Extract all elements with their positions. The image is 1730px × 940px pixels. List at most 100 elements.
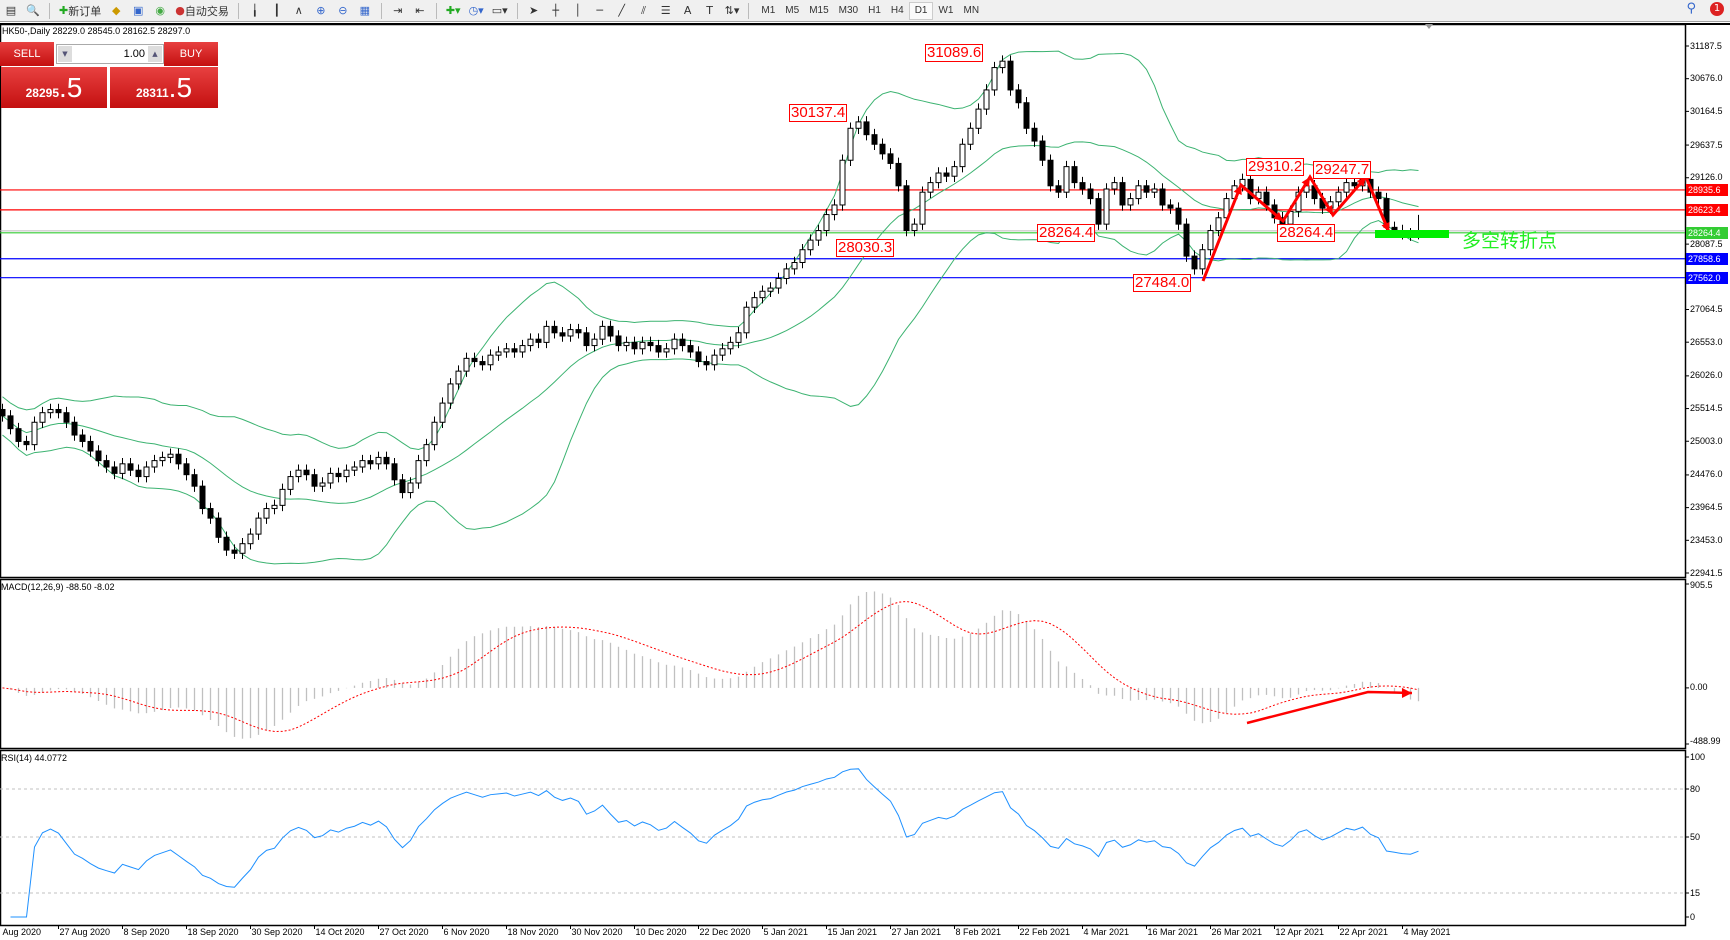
- candle-bear: [199, 485, 206, 510]
- rsi-tick-label: 0: [1690, 911, 1696, 922]
- candle-bear: [7, 415, 14, 430]
- candle-bear: [679, 338, 686, 347]
- navigator-icon[interactable]: ▣: [133, 4, 144, 17]
- candle-bear: [583, 332, 590, 347]
- price-annotation: 29310.2: [1246, 158, 1305, 176]
- sell-price-button[interactable]: 28295.5: [1, 67, 107, 108]
- candle-bear: [1047, 159, 1054, 187]
- candle-bull: [807, 239, 814, 251]
- periods-icon[interactable]: ◷▾: [468, 4, 484, 17]
- candle-bull: [343, 469, 350, 478]
- candle-bull: [319, 482, 326, 487]
- candle-bull: [767, 287, 774, 292]
- equidistant-channel-icon[interactable]: ⫽: [641, 3, 647, 17]
- candle-bull: [663, 348, 670, 353]
- candle-bull: [983, 89, 990, 110]
- candle-bear: [511, 348, 518, 353]
- candle-bear: [135, 469, 142, 478]
- sell-button[interactable]: SELL: [0, 42, 54, 66]
- price-line-tag: 27858.6: [1686, 252, 1728, 265]
- timeframe-m15[interactable]: M15: [809, 5, 829, 16]
- indicators-icon[interactable]: ✚▾: [445, 4, 461, 17]
- zoom-out-icon[interactable]: ⊖: [338, 4, 348, 17]
- candle-bear: [79, 434, 86, 442]
- templates-icon[interactable]: ▭▾: [491, 4, 508, 17]
- cursor-icon[interactable]: ➤: [529, 4, 539, 17]
- candle-bull: [847, 127, 854, 161]
- timeframe-h4[interactable]: H4: [890, 5, 904, 16]
- new-chart-icon[interactable]: ▤: [5, 4, 17, 17]
- arrow-head: [1381, 222, 1390, 232]
- candle-bull: [567, 329, 574, 337]
- search-icon[interactable]: ⚲: [1686, 1, 1696, 16]
- timeframe-w1[interactable]: W1: [938, 5, 954, 16]
- lot-decrease-button[interactable]: ▼: [58, 46, 72, 62]
- timeframe-m1[interactable]: M1: [761, 5, 776, 16]
- candle-bull: [455, 370, 462, 385]
- date-label: 7 Aug 2020: [0, 927, 42, 937]
- candlestick-icon[interactable]: ┃: [273, 4, 281, 17]
- arrow-head: [1233, 185, 1242, 195]
- zoom-in-icon[interactable]: ⊕: [316, 4, 326, 17]
- buy-button[interactable]: BUY: [164, 42, 218, 66]
- rsi-line: [10, 768, 1419, 918]
- candle-bull: [351, 466, 358, 471]
- auto-scroll-icon[interactable]: ⇥: [393, 4, 403, 17]
- candle-bull: [447, 383, 454, 404]
- candle-bull: [239, 543, 246, 554]
- candle-bull: [823, 214, 830, 232]
- new-order-button[interactable]: ✚ 新订单: [57, 2, 103, 20]
- candle-bull: [543, 325, 550, 343]
- signals-icon[interactable]: ◉: [155, 4, 166, 17]
- price-tick-label: 25514.5: [1690, 403, 1723, 414]
- timeframe-m30[interactable]: M30: [838, 5, 859, 16]
- auto-trading-button[interactable]: ● 自动交易: [173, 2, 231, 20]
- text-icon[interactable]: A: [683, 4, 692, 17]
- chart-shift-icon[interactable]: ⇤: [415, 4, 425, 17]
- macd-tick-label: -488.99: [1690, 736, 1721, 746]
- price-tick-label: 30164.5: [1690, 105, 1723, 116]
- candle-bear: [1183, 223, 1190, 257]
- candle-bull: [247, 533, 254, 545]
- timeframe-mn[interactable]: MN: [963, 5, 980, 16]
- zoom-window-icon[interactable]: 🔍: [26, 4, 40, 17]
- arrows-icon[interactable]: ⇅▾: [724, 4, 740, 17]
- candle-bull: [439, 402, 446, 423]
- line-chart-icon[interactable]: ∧: [294, 4, 303, 17]
- timeframe-h1[interactable]: H1: [868, 5, 881, 16]
- separator: [435, 2, 437, 19]
- candle-bear: [111, 466, 118, 474]
- candle-bull: [671, 338, 678, 350]
- separator: [516, 2, 518, 19]
- vertical-line-icon[interactable]: │: [574, 4, 581, 17]
- candle-bull: [799, 249, 806, 263]
- date-label: 12 Apr 2021: [1275, 927, 1325, 937]
- notification-badge[interactable]: 1: [1710, 1, 1724, 16]
- text-label-icon[interactable]: T: [706, 4, 713, 17]
- candle-bear: [1031, 127, 1038, 142]
- timeframe-d1[interactable]: D1: [908, 1, 934, 20]
- fibonacci-icon[interactable]: ☰: [660, 4, 671, 17]
- lot-increase-button[interactable]: ▲: [148, 46, 162, 62]
- candle-bear: [391, 463, 398, 481]
- trendline-icon[interactable]: ╱: [618, 4, 625, 17]
- tile-windows-icon[interactable]: ▦: [359, 4, 371, 17]
- bar-chart-icon[interactable]: ╽: [251, 4, 259, 17]
- horizontal-line-icon[interactable]: ─: [596, 4, 603, 17]
- candle-bull: [143, 466, 150, 478]
- sell-price-main: 28295: [25, 85, 59, 100]
- candle-bear: [607, 325, 614, 337]
- crosshair-icon[interactable]: ┼: [552, 4, 559, 17]
- lot-size-input[interactable]: 1.00: [56, 44, 164, 64]
- toolbar: ▤ 🔍 ✚ 新订单 ◆ ▣ ◉ ● 自动交易 ╽ ┃ ∧ ⊕ ⊖ ▦ ⇥ ⇤ ✚▾ …: [0, 0, 1730, 22]
- candle-bear: [95, 450, 102, 462]
- candle-bear: [399, 479, 406, 494]
- timeframe-m5[interactable]: M5: [785, 5, 800, 16]
- candle-bull: [639, 341, 646, 350]
- candle-bull: [159, 456, 166, 462]
- candle-bear: [1175, 207, 1182, 225]
- metaeditor-icon[interactable]: ◆: [111, 4, 121, 17]
- buy-price-button[interactable]: 28311.5: [110, 67, 218, 108]
- candle-bear: [647, 341, 654, 347]
